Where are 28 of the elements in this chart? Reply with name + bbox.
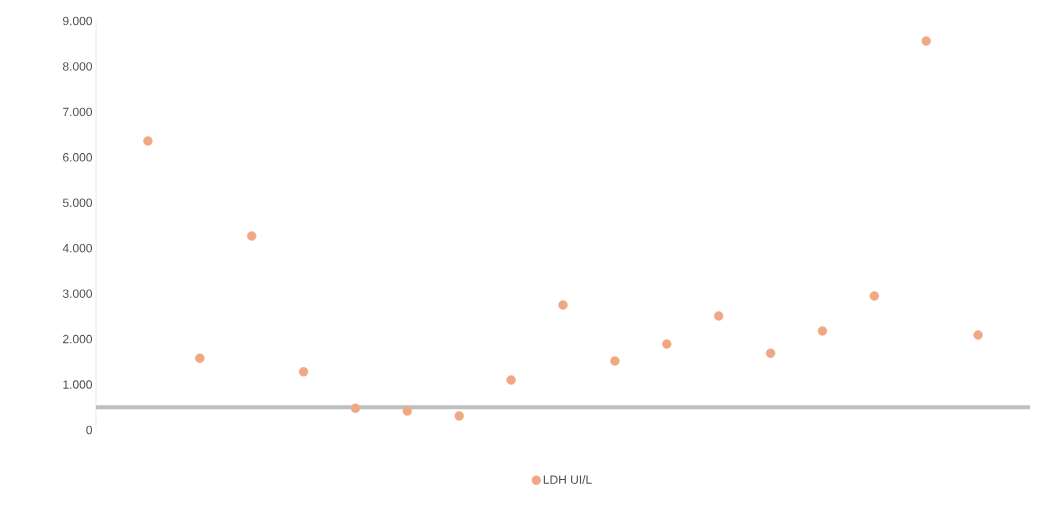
point [817,326,828,336]
point [506,375,516,385]
y-tick-label: 3.000 [62,289,93,298]
point [350,403,361,413]
y-tick-label: 0 [86,425,93,435]
point [662,339,672,349]
point [246,231,257,241]
legend-label: LDH UI/L [543,475,592,484]
y-tick-label: 9.000 [63,16,93,26]
y-tick-label: 4.000 [62,243,93,253]
point [921,36,931,46]
y-tick-label: 2.000 [63,334,93,344]
point [558,300,568,310]
point [610,356,620,366]
point [454,411,464,421]
point [713,311,724,321]
point [765,348,776,358]
point [298,367,309,377]
point [143,136,153,146]
y-tick-label: 8.000 [62,62,93,71]
point [402,406,413,416]
y-tick-label: 5.000 [62,198,93,208]
y-tick-label: 1.000 [63,380,93,389]
point [195,353,205,363]
point [869,291,880,301]
y-tick-label: 7.000 [63,107,93,117]
point [973,330,983,340]
y-tick-label: 6.000 [63,153,93,162]
